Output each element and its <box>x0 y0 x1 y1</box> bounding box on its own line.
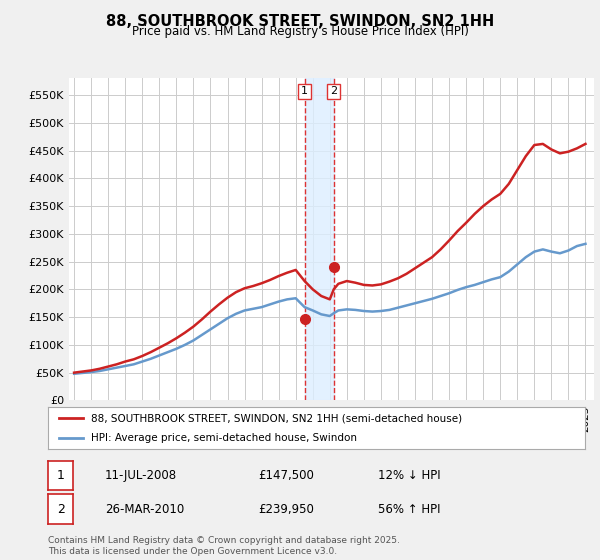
Text: HPI: Average price, semi-detached house, Swindon: HPI: Average price, semi-detached house,… <box>91 433 357 442</box>
Text: 26-MAR-2010: 26-MAR-2010 <box>105 502 184 516</box>
Text: Contains HM Land Registry data © Crown copyright and database right 2025.
This d: Contains HM Land Registry data © Crown c… <box>48 536 400 556</box>
Text: 88, SOUTHBROOK STREET, SWINDON, SN2 1HH (semi-detached house): 88, SOUTHBROOK STREET, SWINDON, SN2 1HH … <box>91 413 462 423</box>
Text: £239,950: £239,950 <box>258 502 314 516</box>
Text: 2: 2 <box>330 86 337 96</box>
Bar <box>305 78 334 400</box>
Text: 12% ↓ HPI: 12% ↓ HPI <box>378 469 440 482</box>
Text: 56% ↑ HPI: 56% ↑ HPI <box>378 502 440 516</box>
Text: 1: 1 <box>56 469 65 482</box>
Text: 11-JUL-2008: 11-JUL-2008 <box>105 469 177 482</box>
Text: 88, SOUTHBROOK STREET, SWINDON, SN2 1HH: 88, SOUTHBROOK STREET, SWINDON, SN2 1HH <box>106 14 494 29</box>
Text: 1: 1 <box>301 86 308 96</box>
Text: £147,500: £147,500 <box>258 469 314 482</box>
Text: 2: 2 <box>56 502 65 516</box>
Text: Price paid vs. HM Land Registry's House Price Index (HPI): Price paid vs. HM Land Registry's House … <box>131 25 469 38</box>
